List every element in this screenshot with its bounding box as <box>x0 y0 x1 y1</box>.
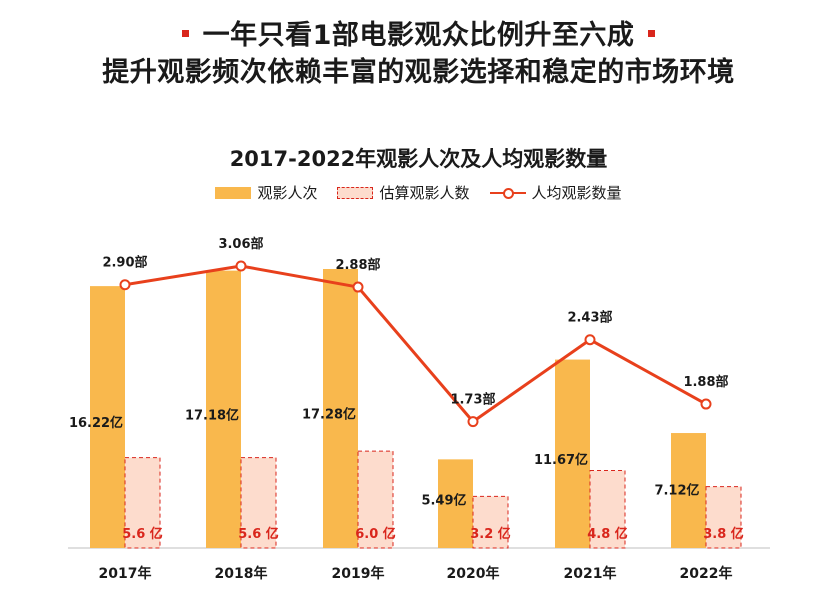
x-tick-label: 2021年 <box>564 565 617 582</box>
line-point <box>119 279 131 291</box>
bar-visits <box>206 270 241 548</box>
bar-visits <box>323 269 358 548</box>
bar-visits <box>90 286 125 548</box>
data-label-estimate: 6.0 亿 <box>355 526 396 542</box>
data-label-visits: 11.67亿 <box>534 452 588 468</box>
data-label-estimate: 5.6 亿 <box>238 526 279 542</box>
x-tick-label: 2019年 <box>332 565 385 582</box>
legend-swatch-line-icon <box>489 187 526 199</box>
data-label-per-capita: 2.90部 <box>102 255 147 271</box>
line-point <box>584 334 596 346</box>
line-point <box>235 260 247 272</box>
x-tick-label: 2018年 <box>215 565 268 582</box>
legend-item-visits: 观影人次 <box>215 182 317 203</box>
data-label-estimate: 4.8 亿 <box>587 526 628 542</box>
data-label-visits: 16.22亿 <box>69 415 123 431</box>
red-square-icon <box>181 30 189 37</box>
data-label-per-capita: 2.43部 <box>567 310 612 326</box>
line-point <box>352 281 364 293</box>
headline-line-2: 提升观影频次依赖丰富的观影选择和稳定的市场环境 <box>102 57 735 88</box>
bar-estimate <box>472 495 509 549</box>
bar-visits <box>555 359 590 548</box>
bar-estimate <box>124 457 161 549</box>
data-label-estimate: 5.6 亿 <box>122 526 163 542</box>
bar-estimate <box>589 470 626 549</box>
headline-line-1: 一年只看1部电影观众比例升至六成 <box>0 13 837 52</box>
headline-text-1: 一年只看1部电影观众比例升至六成 <box>202 20 635 51</box>
bar-visits <box>438 459 473 548</box>
x-tick-label: 2020年 <box>447 565 500 582</box>
legend-label-estimate: 估算观影人数 <box>379 184 470 202</box>
legend-item-per-capita: 人均观影数量 <box>489 182 622 203</box>
bar-estimate <box>240 457 277 549</box>
data-label-per-capita: 1.73部 <box>450 392 495 408</box>
bar-visits <box>671 433 706 548</box>
data-label-estimate: 3.2 亿 <box>470 526 511 542</box>
bar-estimate <box>705 486 742 549</box>
x-tick-label: 2022年 <box>680 565 733 582</box>
x-tick-label: 2017年 <box>99 565 152 582</box>
legend-swatch-dashed-icon <box>337 186 374 199</box>
bar-estimate <box>357 450 394 549</box>
line-per-capita <box>124 264 707 424</box>
legend-swatch-bar-icon <box>215 186 252 199</box>
data-label-visits: 17.18亿 <box>185 407 239 423</box>
legend-item-estimate: 估算观影人数 <box>337 182 470 203</box>
data-label-estimate: 3.8 亿 <box>703 526 744 542</box>
chart-legend: 观影人次 估算观影人数 人均观影数量 <box>0 182 837 203</box>
line-point <box>700 398 712 410</box>
data-label-per-capita: 3.06部 <box>218 236 263 252</box>
legend-label-visits: 观影人次 <box>257 184 318 202</box>
red-square-icon <box>648 30 656 37</box>
line-point <box>467 416 479 428</box>
data-label-visits: 7.12亿 <box>654 483 699 499</box>
data-label-per-capita: 2.88部 <box>335 257 380 273</box>
data-label-visits: 5.49亿 <box>421 492 466 508</box>
chart-title: 2017-2022年观影人次及人均观影数量 <box>229 147 608 171</box>
data-label-per-capita: 1.88部 <box>683 374 728 390</box>
legend-label-per-capita: 人均观影数量 <box>531 184 622 202</box>
data-label-visits: 17.28亿 <box>302 407 356 423</box>
